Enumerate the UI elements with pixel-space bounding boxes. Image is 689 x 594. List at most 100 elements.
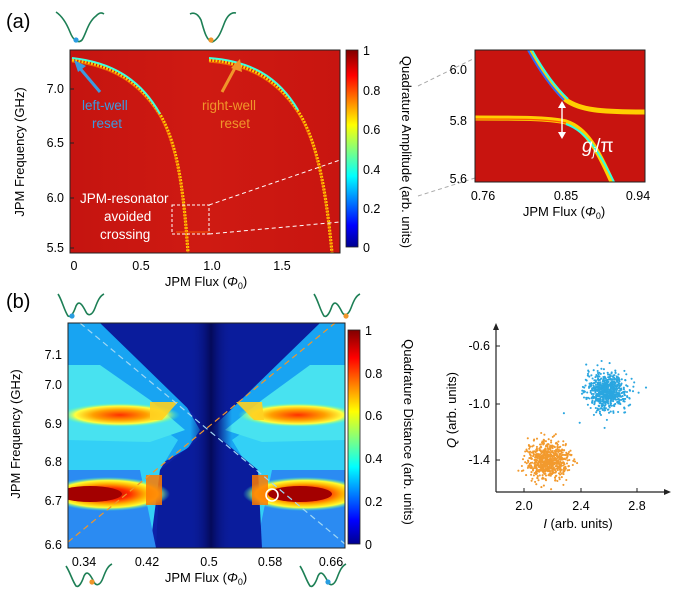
iq-point [540,486,543,489]
iq-point [542,450,545,453]
iq-point [618,386,621,389]
iq-point [600,384,603,387]
ytick: 7.1 [45,348,62,362]
iq-point [524,461,527,464]
iq-point [544,467,547,470]
iq-point [545,459,548,462]
iq-point [523,454,526,457]
panel-a-yticks: 7.0 6.5 6.0 5.5 [47,82,74,255]
iq-point [544,453,547,456]
iq-point [603,375,606,378]
iq-point [528,462,531,465]
iq-point [614,371,617,375]
iq-point [644,386,648,389]
iq-point [612,400,615,403]
iq-point [615,375,618,378]
iq-point [599,407,602,410]
iq-point [547,451,550,454]
iq-point [567,452,570,455]
iq-point [565,462,569,465]
left-well-annotation: left-well reset [74,60,128,131]
iq-xlabel: I (arb. units) [543,516,612,531]
iq-point [549,460,552,463]
iq-point [599,393,602,396]
iq-point [598,412,602,415]
iq-point [624,397,627,400]
cb-tick: 0.8 [365,367,382,381]
iq-point [562,412,565,415]
right-well-annotation: right-well reset [202,59,256,131]
iq-point [598,371,601,374]
iq-point [578,421,581,424]
iq-point [591,387,594,390]
iq-point [607,373,610,376]
iq-point [543,433,546,436]
iq-point [596,381,599,384]
iq-point [559,470,562,473]
iq-point [550,488,553,491]
iq-point [586,372,590,375]
iq-point [597,382,600,385]
iq-point [531,461,534,464]
iq-point [536,475,539,478]
iq-point [586,391,589,394]
iq-point [559,473,562,476]
iq-point [550,472,554,475]
iq-point [596,386,599,389]
iq-point [534,456,537,459]
panel-b-xlabel: JPM Flux (Φ0) [165,570,247,587]
iq-point [549,454,552,457]
iq-point [558,457,561,461]
iq-point [608,362,611,365]
iq-point [606,391,609,394]
cb-tick: 0 [363,241,370,255]
iq-point [539,453,542,456]
panel-b-letter: (b) [6,291,30,313]
iq-point [584,384,587,387]
iq-point [623,390,626,393]
iq-point [633,381,636,384]
iq-point [562,483,565,486]
inset-yticks: 6.0 5.8 5.6 [450,63,467,186]
iq-point [622,400,625,403]
iq-point [537,460,540,463]
iq-point [564,467,567,470]
iq-point [592,392,595,396]
cb-tick: 0.6 [365,409,382,423]
iq-point [530,451,533,454]
cb-tick: 0.2 [365,495,382,509]
iq-point [535,483,538,486]
iq-point [620,378,623,381]
iq-point [572,459,575,462]
ytick: 6.0 [450,63,467,77]
iq-point [608,396,611,399]
panel-b-yticks: 7.1 7.0 6.9 6.8 6.7 6.6 [45,348,62,552]
iq-point [562,449,566,452]
iq-point [536,459,539,462]
iq-point [592,369,595,372]
iq-point [567,465,570,468]
panel-a-colorbar [345,49,359,248]
iq-point [612,411,615,414]
iq-point [598,410,601,413]
iq-point [540,431,543,435]
iq-point [610,394,614,398]
ytick: 6.7 [45,494,62,508]
iq-point [549,463,552,466]
iq-point [600,391,603,394]
iq-point [581,389,584,392]
iq-point [551,465,554,468]
iq-point [573,458,576,461]
xtick: 0.76 [471,189,495,203]
iq-point [589,406,592,410]
iq-point [595,411,598,414]
iq-point [550,441,553,444]
iq-point [601,382,604,385]
iq-point [547,438,550,441]
panel-a-heatmap [70,50,340,253]
ytick: -1.0 [468,397,490,411]
iq-point [564,444,567,447]
iq-point [547,447,550,450]
xtick: 0.34 [72,555,96,569]
iq-point [610,398,613,401]
